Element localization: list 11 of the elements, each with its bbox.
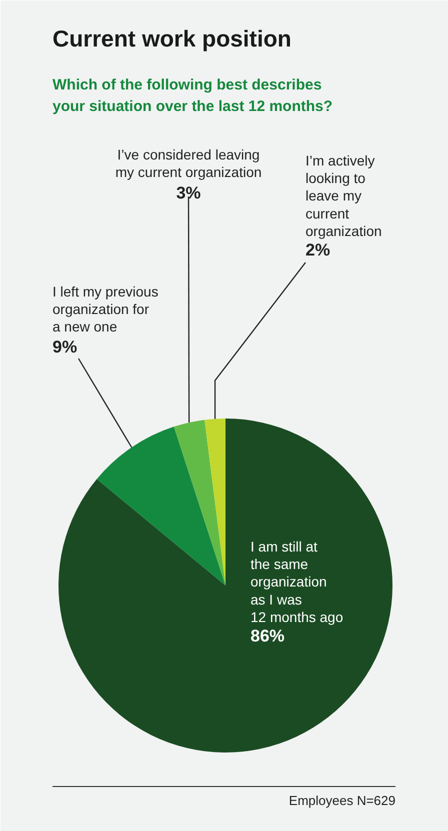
slice-label: I’ve considered leaving my current organization <box>115 146 262 180</box>
data-label: 3% <box>176 184 201 202</box>
chart-title: Current work position <box>52 26 292 52</box>
data-label: 9% <box>52 338 78 356</box>
slice-label: I left my previous organization for a new one <box>52 284 158 335</box>
data-label: 2% <box>306 240 330 260</box>
slice-label: I am still at the same organization as I was 12 months ago <box>250 538 344 625</box>
chart-subtitle: Which of the following best describes your situation over the last 12 months? <box>52 76 333 115</box>
slice-label: I’m actively looking to leave my current organization <box>306 152 382 239</box>
data-label: 86% <box>250 626 285 646</box>
text: Employees N=629 <box>288 793 396 808</box>
